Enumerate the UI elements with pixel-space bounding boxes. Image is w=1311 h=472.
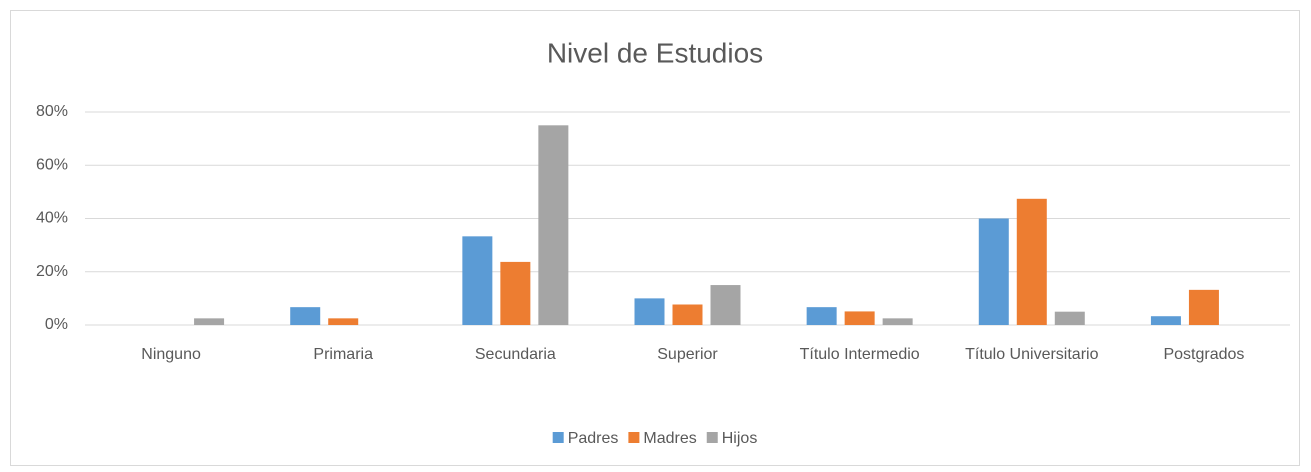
legend-swatch bbox=[552, 432, 564, 443]
y-tick-label: 20% bbox=[36, 263, 68, 280]
x-tick-label: Postgrados bbox=[1163, 346, 1244, 363]
x-tick-label: Ninguno bbox=[141, 346, 201, 363]
y-tick-label: 40% bbox=[36, 210, 68, 227]
y-tick-label: 0% bbox=[45, 316, 68, 333]
bar bbox=[1016, 198, 1047, 325]
bar bbox=[634, 298, 665, 325]
chart-title: Nivel de Estudios bbox=[547, 37, 763, 68]
bar bbox=[1054, 311, 1085, 325]
x-tick-label: Secundaria bbox=[475, 346, 556, 363]
x-tick-label: Superior bbox=[657, 346, 718, 363]
bar bbox=[672, 304, 703, 325]
bar bbox=[500, 261, 531, 325]
x-tick-label: Primaria bbox=[313, 346, 373, 363]
legend-label: Madres bbox=[643, 430, 696, 447]
bar bbox=[806, 307, 837, 325]
bar bbox=[844, 311, 875, 325]
y-tick-label: 80% bbox=[36, 103, 68, 120]
legend-swatch bbox=[628, 432, 640, 443]
bar bbox=[1188, 289, 1219, 325]
chart-border bbox=[10, 10, 1300, 466]
legend-label: Hijos bbox=[722, 430, 758, 447]
bar bbox=[328, 318, 359, 325]
bar bbox=[462, 236, 493, 325]
x-tick-label: Título Universitario bbox=[965, 346, 1098, 363]
bar bbox=[290, 307, 321, 325]
legend-swatch bbox=[706, 432, 718, 443]
bar bbox=[882, 318, 913, 325]
legend-label: Padres bbox=[568, 430, 619, 447]
bar bbox=[194, 318, 225, 325]
bar bbox=[1150, 316, 1181, 325]
x-tick-label: Título Intermedio bbox=[800, 346, 920, 363]
bar bbox=[538, 125, 569, 325]
bar bbox=[710, 285, 741, 325]
y-tick-label: 60% bbox=[36, 156, 68, 173]
bar bbox=[978, 218, 1009, 325]
